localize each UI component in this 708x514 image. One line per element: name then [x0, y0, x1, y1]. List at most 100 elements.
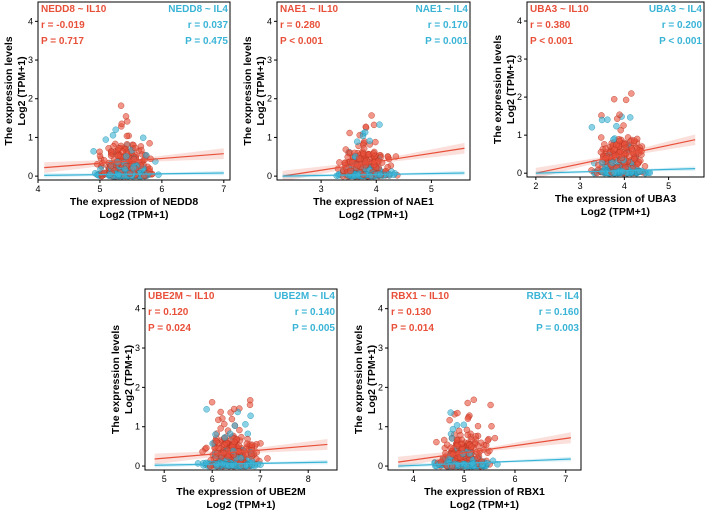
il4-point [588, 124, 596, 131]
y-axis-title: The expression levels [353, 325, 365, 434]
y-axis-title: The expression levels [242, 36, 254, 145]
y-tick-label: 0 [28, 171, 33, 181]
il10-point [370, 121, 378, 129]
il10-point [228, 415, 236, 423]
il4-point [376, 121, 383, 128]
il10-point [491, 434, 499, 442]
il10-point [360, 145, 368, 152]
il4-point [626, 114, 634, 121]
il4-point [90, 148, 97, 155]
il10-point [611, 145, 618, 153]
x-tick-label: 6 [512, 474, 517, 484]
il10-point [468, 443, 475, 450]
y-tick-label: 1 [517, 130, 522, 140]
y-tick-label: 4 [517, 16, 522, 26]
il4-r-value: r = 0.170 [428, 20, 469, 31]
y-tick-label: 4 [267, 16, 272, 26]
il4-point [449, 425, 457, 433]
il10-point [602, 145, 610, 152]
il10-point [628, 90, 635, 97]
il10-point [464, 431, 471, 439]
il4-point [479, 461, 486, 469]
x-tick-label: 3 [578, 181, 583, 191]
il4-point [139, 134, 147, 142]
il4-r-value: r = 0.160 [539, 307, 580, 318]
il10-point [132, 144, 139, 152]
il10-point [146, 165, 153, 173]
il4-point [353, 138, 361, 145]
il10-p-value: P < 0.001 [280, 36, 323, 47]
il10-point [484, 437, 492, 444]
il10-confidence-band [535, 134, 696, 177]
y-tick-label: 2 [517, 92, 522, 102]
y-tick-label: 4 [378, 304, 383, 314]
il4-label: NEDD8 ~ IL4 [168, 4, 228, 15]
plot-frame [387, 288, 582, 471]
il10-label: RBX1 ~ IL10 [391, 291, 450, 302]
x-axis-subtitle: Log2 (TPM+1) [581, 206, 650, 218]
x-tick-label: 8 [306, 474, 311, 484]
il10-point [464, 415, 472, 422]
il10-point [368, 112, 375, 119]
x-axis-subtitle: Log2 (TPM+1) [450, 499, 519, 511]
il10-r-value: r = 0.380 [530, 20, 571, 31]
x-axis-title: The expression of UBA3 [555, 193, 677, 205]
y-axis-subtitle: Log2 (TPM+1) [255, 56, 267, 125]
x-axis-title: The expression of RBX1 [424, 486, 545, 498]
il10-point [212, 454, 220, 461]
y-tick-label: 0 [378, 461, 383, 471]
plot-frame [526, 1, 705, 178]
il10-point [122, 113, 130, 120]
il10-point [119, 148, 127, 155]
y-axis-subtitle: Log2 (TPM+1) [16, 56, 28, 125]
il10-point [464, 399, 471, 407]
il10-regression-line [398, 437, 571, 463]
y-tick-label: 4 [28, 16, 33, 26]
il10-point [488, 422, 495, 430]
x-tick-label: 2 [533, 181, 538, 191]
y-tick-label: 3 [378, 343, 383, 353]
il10-regression-line [44, 153, 224, 169]
il10-point [213, 438, 220, 445]
il4-label: UBA3 ~ IL4 [649, 4, 703, 15]
y-tick-label: 3 [28, 55, 33, 65]
il10-point [347, 167, 354, 175]
x-tick-label: 4 [622, 181, 627, 191]
il10-point [246, 401, 254, 409]
il4-point [226, 430, 234, 437]
il10-point [610, 95, 618, 103]
y-axis-title: The expression levels [3, 36, 15, 145]
il4-point [453, 422, 461, 429]
il4-point [613, 122, 620, 130]
il10-p-value: P = 0.717 [41, 36, 84, 47]
il4-regression-line [398, 458, 571, 467]
y-tick-label: 2 [378, 382, 383, 392]
il10-point [217, 408, 224, 416]
il10-point [264, 455, 271, 462]
il4-label: NAE1 ~ IL4 [415, 4, 468, 15]
il10-point [118, 120, 125, 128]
y-axis-subtitle: Log2 (TPM+1) [505, 55, 517, 124]
il10-point [146, 140, 153, 147]
il10-point [454, 442, 461, 450]
il10-point [248, 441, 256, 449]
il4-p-value: P = 0.001 [425, 36, 468, 47]
il10-point [208, 398, 216, 406]
il10-point [117, 102, 125, 109]
il4-point [203, 406, 210, 413]
y-tick-label: 1 [378, 422, 383, 432]
il10-point [346, 129, 353, 137]
il10-p-value: P = 0.024 [148, 323, 191, 334]
il10-point [115, 152, 122, 159]
il10-point [597, 148, 605, 156]
x-tick-label: 5 [97, 184, 102, 194]
il4-point [609, 159, 616, 166]
il10-r-value: r = 0.120 [148, 307, 189, 318]
y-tick-label: 3 [517, 54, 522, 64]
il10-point [221, 441, 228, 449]
il4-point [143, 152, 150, 159]
il10-label: NEDD8 ~ IL10 [41, 4, 107, 15]
